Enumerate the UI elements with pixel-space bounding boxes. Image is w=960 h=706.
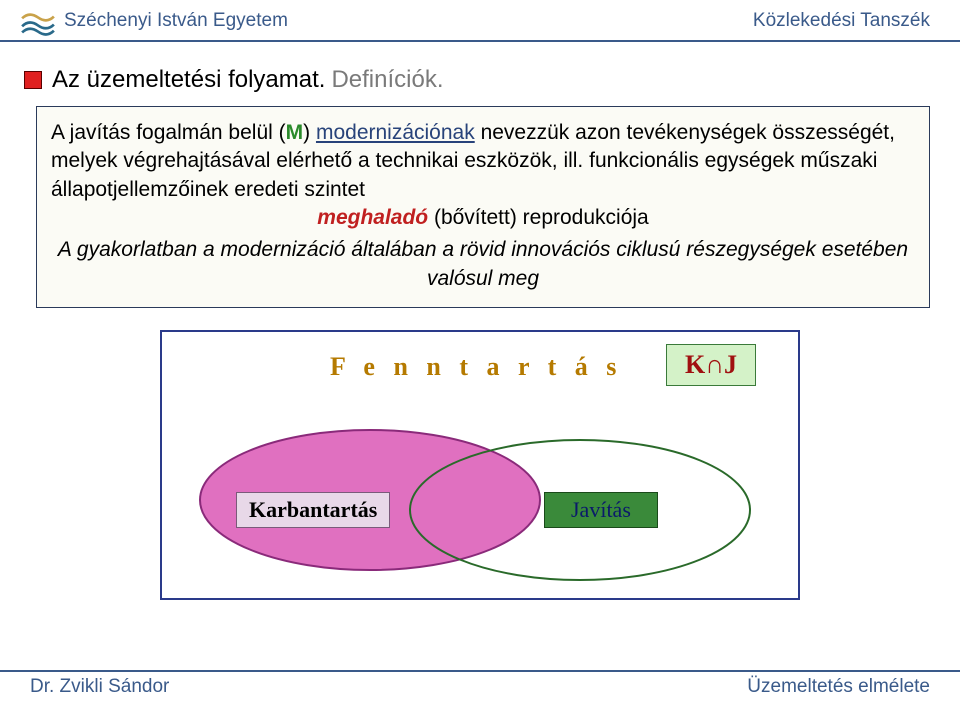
def-meghalado: meghaladó (317, 206, 428, 229)
intersection-box: K∩J (666, 344, 756, 386)
definition-paragraph-2: A gyakorlatban a modernizáció általában … (51, 236, 915, 293)
fenntartas-label: F e n n t a r t á s (330, 352, 622, 382)
slide-subtitle: Definíciók. (331, 66, 443, 94)
header-left: Széchenyi István Egyetem (64, 10, 288, 32)
slide-title: Az üzemeltetési folyamat. (52, 66, 325, 94)
def-text: (bővített) reprodukciója (428, 206, 649, 229)
definition-box: A javítás fogalmán belül (M) modernizáci… (36, 106, 930, 308)
definition-paragraph-1: A javítás fogalmán belül (M) modernizáci… (51, 119, 915, 232)
footer-bar: Dr. Zvikli Sándor Üzemeltetés elmélete (0, 670, 960, 698)
header-bar: Széchenyi István Egyetem Közlekedési Tan… (0, 0, 960, 42)
def-text: A javítás fogalmán belül ( (51, 121, 286, 144)
slide-title-row: Az üzemeltetési folyamat. Definíciók. (0, 42, 960, 106)
javitas-box: Javítás (544, 492, 658, 528)
karbantartas-box: Karbantartás (236, 492, 390, 528)
header-right: Közlekedési Tanszék (753, 10, 930, 32)
venn-diagram: F e n n t a r t á s K∩J Karbantartás Jav… (160, 330, 800, 600)
bullet-square-icon (24, 71, 42, 89)
def-modernizacio: modernizációnak (316, 121, 475, 144)
footer-course: Üzemeltetés elmélete (747, 676, 930, 698)
university-logo-icon (20, 6, 56, 36)
footer-author: Dr. Zvikli Sándor (30, 676, 169, 698)
def-text: ) (303, 121, 316, 144)
def-letter-m: M (286, 121, 304, 144)
